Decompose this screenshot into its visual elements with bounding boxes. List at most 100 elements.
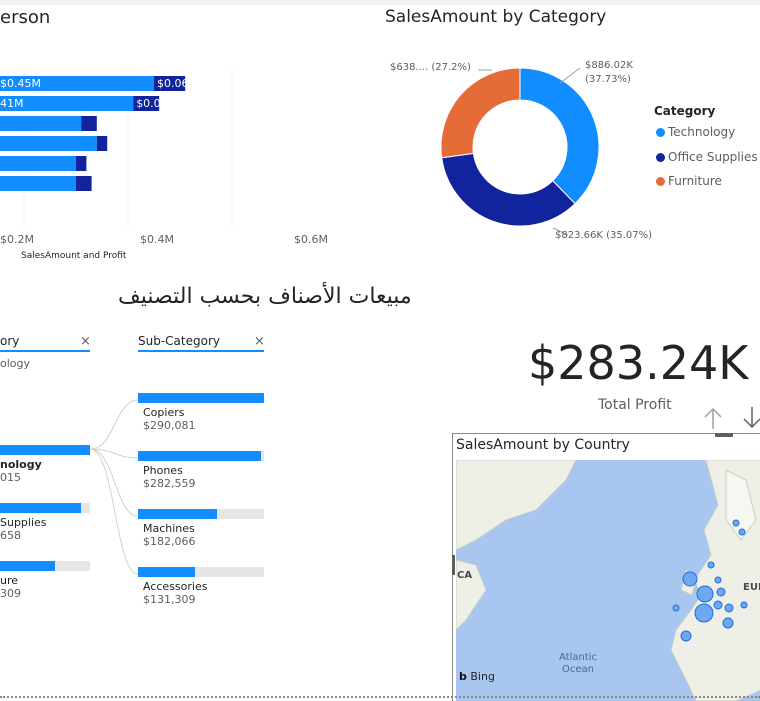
subcategory-node-accessories[interactable]: Accessories — [143, 580, 208, 593]
tree-node-office-supplies-value: 658 — [0, 529, 21, 542]
map-label-eu: EUR — [743, 582, 760, 593]
map-bubble[interactable] — [714, 576, 722, 584]
map-title: SalesAmount by Country — [456, 437, 630, 453]
subcategory-bar-track — [138, 567, 264, 577]
sales-bar[interactable] — [0, 76, 154, 91]
profit-bar[interactable] — [154, 76, 186, 91]
map-bubble[interactable] — [682, 571, 698, 587]
furniture-slice-label: $638.... (27.2%) — [390, 62, 471, 73]
sales-bar[interactable] — [0, 116, 82, 131]
map-bubble[interactable] — [724, 603, 734, 613]
legend-furniture[interactable]: Furniture — [668, 174, 722, 188]
salesperson-bar-chart — [0, 70, 233, 230]
tree-node-bar[interactable] — [0, 503, 81, 513]
map-bubble[interactable] — [680, 630, 692, 642]
map-label-ca: CA — [457, 570, 473, 581]
tree-connectors — [90, 399, 139, 575]
legend-office-supplies-marker — [656, 153, 665, 162]
technology-leader-line — [559, 67, 581, 84]
office-supplies-slice-label: $823.66K (35.07%) — [555, 230, 653, 241]
sales-data-label: $0.45M — [0, 77, 41, 90]
tree-node-bar[interactable] — [0, 561, 55, 571]
map-bubble[interactable] — [738, 528, 746, 536]
salesperson-chart-title: erson — [0, 7, 51, 28]
kpi-label: Total Profit — [598, 397, 672, 413]
top-border — [0, 0, 760, 5]
map-bubble[interactable] — [732, 519, 740, 527]
tree-node-bar[interactable] — [0, 445, 90, 455]
drill-down-arrow-icon[interactable] — [743, 407, 760, 429]
bing-logo: b Bing — [459, 670, 495, 683]
sales-bar[interactable] — [0, 136, 97, 151]
x-tick-1: $0.2M — [0, 233, 34, 246]
legend-office-supplies[interactable]: Office Supplies — [668, 150, 758, 164]
subcategory-node-phones[interactable]: Phones — [143, 464, 183, 477]
subcategory-bar[interactable] — [138, 567, 195, 577]
tree-node-technology-value: 015 — [0, 471, 21, 484]
drill-up-arrow-icon[interactable] — [704, 407, 722, 429]
x-tick-3: $0.6M — [294, 233, 328, 246]
category-field-value: ology — [0, 357, 31, 370]
resize-handle-top[interactable] — [715, 433, 733, 437]
map-bubble[interactable] — [694, 603, 714, 623]
map-label-ocean: Atlantic Ocean — [559, 652, 598, 675]
profit-bar[interactable] — [76, 156, 87, 171]
subcategory-node-value: $290,081 — [143, 419, 196, 432]
legend-technology-marker — [656, 128, 665, 137]
sales-bar[interactable] — [0, 176, 76, 191]
sales-data-label: 41M — [0, 97, 24, 110]
subcategory-node-value: $182,066 — [143, 535, 196, 548]
subcategory-bar[interactable] — [138, 509, 217, 519]
tree-node-office-supplies[interactable]: Supplies — [0, 516, 47, 529]
donut-slice-furniture[interactable] — [440, 67, 521, 159]
profit-bar[interactable] — [81, 116, 97, 131]
tree-node-furniture-value: 309 — [0, 587, 21, 600]
drill-controls — [704, 407, 760, 429]
category-field-header[interactable]: ory — [0, 334, 90, 352]
map-bubble[interactable] — [716, 587, 726, 597]
page-bottom-border — [0, 696, 760, 698]
bing-label: Bing — [470, 670, 495, 683]
x-axis-title: SalesAmount and Profit — [21, 251, 127, 261]
legend-title: Category — [654, 104, 716, 118]
technology-slice-pct: (37.73%) — [585, 74, 631, 85]
tree-node-technology[interactable]: nology — [0, 458, 42, 471]
map-bubble[interactable] — [740, 601, 748, 609]
subcategory-node-copiers[interactable]: Copiers — [143, 406, 185, 419]
x-tick-2: $0.4M — [140, 233, 174, 246]
technology-slice-value: $886.02K — [585, 60, 633, 71]
sales-bar[interactable] — [0, 156, 76, 171]
map-bubble[interactable] — [713, 600, 723, 610]
subcategory-bar[interactable] — [138, 451, 261, 461]
category-donut-chart — [440, 67, 600, 236]
close-icon[interactable]: × — [254, 334, 265, 349]
map-bubble[interactable] — [722, 617, 734, 629]
profit-data-label: $0.05M — [136, 97, 178, 110]
close-icon[interactable]: × — [80, 334, 91, 349]
tree-node-furniture[interactable]: ure — [0, 574, 19, 587]
profit-bar[interactable] — [133, 96, 160, 111]
kpi-value: $283.24K — [528, 336, 749, 390]
subcategory-bar[interactable] — [138, 393, 264, 403]
map-visual[interactable]: SalesAmount by Country CA Atlantic Ocean… — [452, 433, 760, 701]
donut-slice-technology[interactable] — [519, 67, 600, 205]
profit-data-label: $0.06M — [157, 77, 198, 90]
sales-bar[interactable] — [0, 96, 134, 111]
resize-handle-left[interactable] — [452, 555, 455, 575]
bing-icon: b — [459, 670, 467, 683]
map-bubble[interactable] — [696, 585, 714, 603]
subcategory-field-header[interactable]: Sub-Category — [138, 334, 264, 352]
map-canvas[interactable] — [456, 460, 760, 701]
profit-bar[interactable] — [76, 176, 92, 191]
subcategory-node-value: $282,559 — [143, 477, 196, 490]
profit-bar[interactable] — [96, 136, 108, 151]
donut-slice-office-supplies[interactable] — [441, 152, 576, 227]
legend-technology[interactable]: Technology — [668, 125, 736, 139]
arabic-heading: مبيعات الأصناف بحسب التصنيف — [118, 284, 412, 309]
map-bubble[interactable] — [672, 604, 680, 612]
office-supplies-leader-line — [552, 227, 569, 236]
subcategory-node-machines[interactable]: Machines — [143, 522, 195, 535]
map-bubble[interactable] — [707, 561, 715, 569]
category-chart-title: SalesAmount by Category — [385, 7, 607, 27]
legend-furniture-marker — [656, 177, 665, 186]
